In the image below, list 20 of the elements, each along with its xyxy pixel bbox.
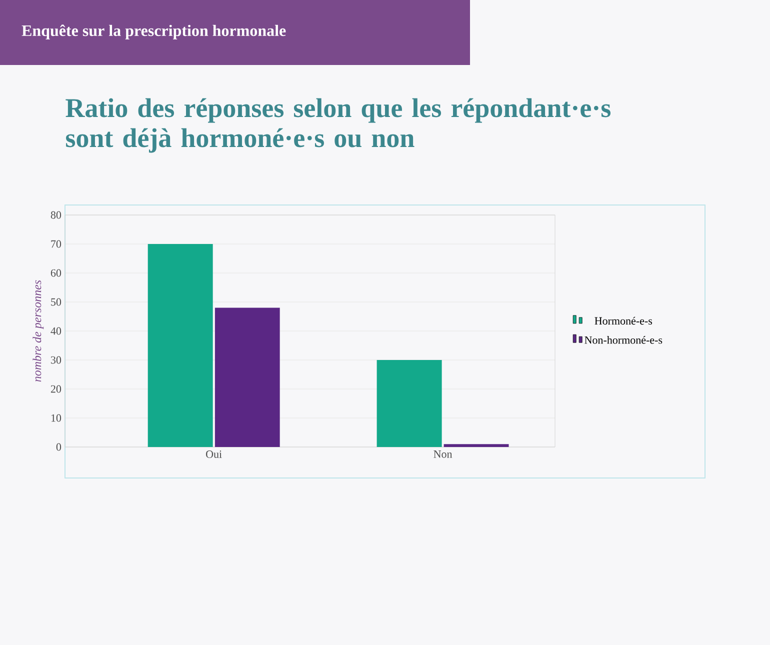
x-tick-label: Oui <box>206 450 222 458</box>
y-tick-label: 60 <box>50 269 62 277</box>
y-tick-label: 80 <box>50 211 62 219</box>
x-tick-label: Non <box>434 450 452 458</box>
y-tick-label: 50 <box>51 298 62 306</box>
y-tick-label: 10 <box>51 414 62 422</box>
bar <box>444 444 509 447</box>
legend-label: Hormoné-e-s <box>594 316 652 325</box>
legend-label: Non-hormoné-e-s <box>584 336 662 344</box>
bar <box>214 308 280 447</box>
y-tick-label: 0 <box>56 443 62 451</box>
bar <box>376 360 442 447</box>
y-tick-label: 40 <box>50 327 62 335</box>
y-tick-label: 70 <box>51 240 62 248</box>
bar <box>148 244 213 447</box>
y-axis-title: nombre de personnes <box>32 280 44 382</box>
y-tick-label: 20 <box>50 385 62 393</box>
text: Enquête sur la prescription hormonale <box>22 24 286 40</box>
y-tick-label: 30 <box>51 356 62 364</box>
chart-title: Ratio des réponses selon que les répondant·e·s sont déjà hormoné·e·s ou non <box>66 98 611 153</box>
